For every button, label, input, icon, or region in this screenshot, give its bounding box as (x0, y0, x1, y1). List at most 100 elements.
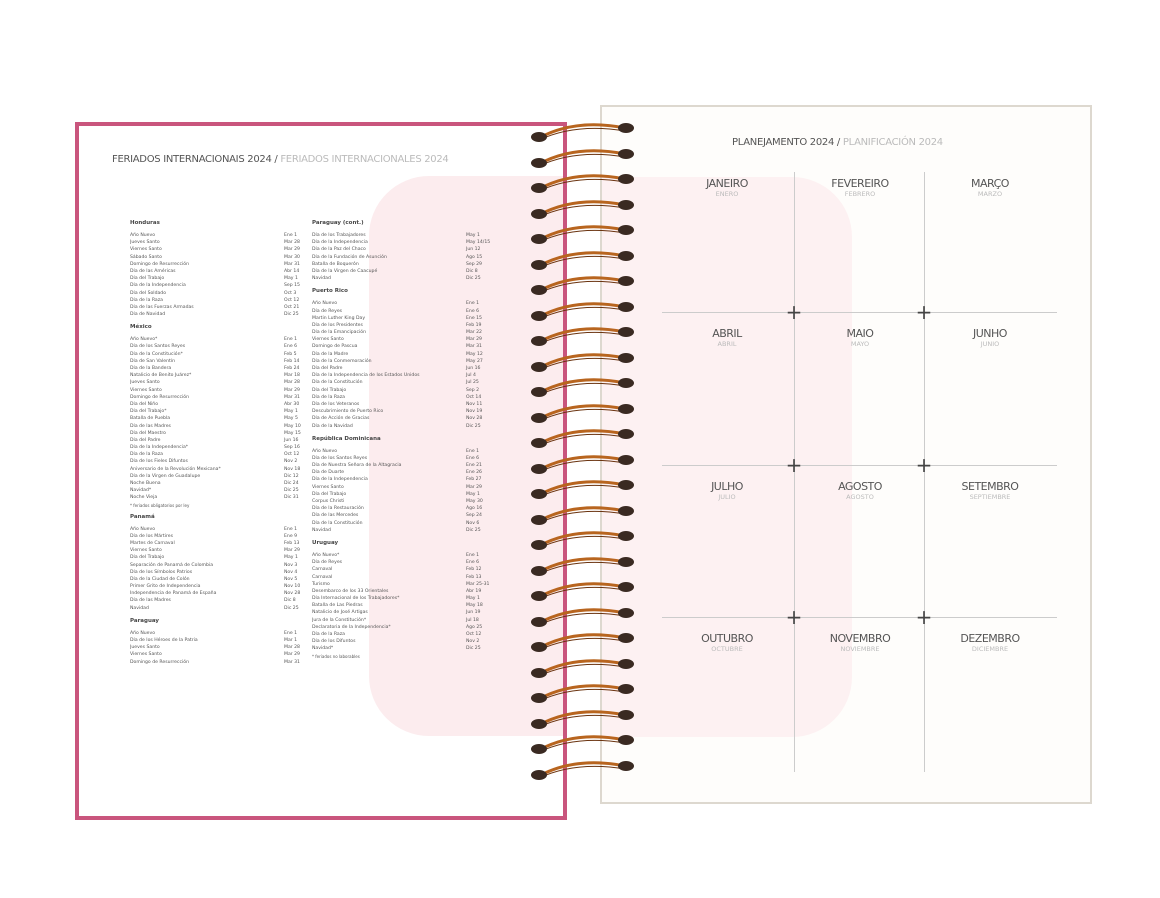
month-block-maio: MAIO MAYO (795, 327, 925, 348)
month-block-abril: ABRIL ABRIL (662, 327, 792, 348)
holiday-row: Viernes Santo Mar 29 (130, 387, 310, 394)
holiday-row: Día de la Fundación de Asunción Ago 15 (312, 254, 492, 261)
holiday-date: Oct 12 (466, 632, 482, 637)
holiday-name: Desembarco de los 33 Orientales (312, 588, 389, 594)
holiday-date: Dic 24 (284, 481, 299, 486)
holiday-row: Jueves Santo Mar 28 (130, 644, 310, 651)
holiday-row: Día de Reyes Ene 6 (312, 559, 492, 566)
month-name: MAIO (846, 327, 874, 340)
holiday-row: Día del Trabajo Sep 2 (312, 387, 492, 394)
holiday-name: Día de la Raza (130, 452, 163, 458)
footnote: * feriados no laborables (312, 653, 360, 659)
holiday-row: Día del Trabajo May 1 (312, 491, 492, 498)
country-heading: Puerto Rico (312, 288, 348, 295)
holiday-name: Día de los Mártires (130, 533, 173, 539)
holiday-name: Declaratoria de la Independencia* (312, 624, 391, 630)
holiday-name: Año Nuevo* (312, 552, 340, 558)
holiday-row: Viernes Santo Mar 29 (312, 336, 492, 343)
holiday-row: Día de la Independencia Sep 15 (130, 282, 310, 289)
holiday-date: Nov 11 (466, 401, 483, 407)
month-block-janeiro: JANEIRO ENERO (662, 177, 792, 198)
holiday-date: Mar 31 (284, 394, 300, 400)
holiday-name: Descubrimiento de Puerto Rico (312, 409, 384, 415)
holiday-row: Turismo Mar 25-31 (312, 581, 492, 588)
month-block-agosto: AGOSTO AGOSTO (795, 480, 925, 501)
holiday-name: Día de la Paz del Chaco (312, 247, 366, 253)
holiday-name: Día de los Trabajadores (312, 233, 366, 238)
holiday-row: Día de la Raza Oct 12 (130, 297, 310, 304)
holiday-row: Año Nuevo Ene 1 (312, 448, 492, 455)
holiday-date: Mar 31 (284, 659, 300, 665)
spiral-ring (531, 301, 634, 321)
holiday-date: Abr 19 (466, 588, 482, 594)
holiday-row: Desembarco de los 33 Orientales Abr 19 (312, 588, 492, 595)
holiday-name: Día de la Ciudad de Colón (130, 576, 190, 582)
holiday-row: Carnaval Feb 13 (312, 574, 492, 581)
holiday-name: Independencia de Panamá de España (130, 591, 217, 597)
holiday-name: Día del Trabajo (130, 555, 165, 561)
holiday-date: Nov 4 (284, 569, 298, 575)
spiral-ring (531, 174, 634, 193)
holiday-name: Día de la Madre (312, 351, 349, 357)
holiday-row: Corpus Christi May 30 (312, 498, 492, 505)
holiday-date: Jun 16 (284, 437, 299, 443)
holiday-row: Día Internacional de los Trabajadores* Ma… (312, 595, 492, 602)
holiday-row: Separación de Panamá de Colombia Nov 3 (130, 562, 310, 569)
holiday-date: Feb 5 (284, 351, 297, 357)
holiday-row: Día del Trabajo May 1 (130, 275, 310, 282)
holiday-row: Día de Reyes Ene 6 (312, 308, 492, 315)
holiday-name: Sábado Santo (130, 254, 162, 260)
holiday-row: Día de la Constitución Jul 25 (312, 379, 492, 386)
month-name: OUTUBRO (701, 632, 753, 645)
holiday-name: Día de la Raza (130, 297, 163, 303)
holiday-name: Batalla de Las Piedras (312, 603, 363, 609)
spiral-ring (531, 378, 634, 397)
holiday-name: Día de las Fuerzas Armadas (130, 304, 194, 310)
holiday-name: Día del Soldado (130, 290, 167, 296)
holiday-row: Día de los Veteranos Nov 11 (312, 401, 492, 408)
holiday-date: May 1 (466, 491, 480, 497)
holiday-row: Día de los Santos Reyes Ene 6 (312, 455, 492, 462)
holiday-row: Día de Duarte Ene 26 (312, 469, 492, 476)
spiral-ring (531, 276, 634, 295)
holiday-date: Mar 18 (284, 373, 300, 379)
holiday-date: Ene 1 (284, 630, 298, 636)
holiday-name: Día del Maestro (130, 430, 166, 436)
holiday-date: May 14/15 (466, 240, 491, 246)
holiday-name: Jueves Santo (130, 380, 160, 386)
grid-divider (662, 617, 1057, 618)
holiday-row: Viernes Santo Mar 29 (312, 484, 492, 491)
holiday-name: Día de los Presidentes (312, 322, 363, 328)
month-block-setembro: SETEMBRO SEPTIEMBRE (925, 480, 1055, 501)
spiral-ring (531, 327, 634, 346)
spiral-ring (531, 709, 634, 729)
holiday-name: Año Nuevo (312, 301, 338, 307)
holiday-name: Día de la Restauración (312, 506, 364, 512)
holiday-date: Oct 12 (284, 297, 300, 303)
holiday-date: Jun 19 (466, 610, 481, 616)
grid-divider (924, 172, 925, 772)
holiday-date: Dic 25 (284, 312, 299, 318)
holidays-title: FERIADOS INTERNACIONAIS 2024 / FERIADOS … (112, 154, 449, 165)
holiday-date: Oct 3 (284, 290, 297, 296)
spiral-ring (531, 684, 634, 703)
holiday-date: Sep 29 (466, 261, 482, 267)
holiday-date: Dic 25 (466, 527, 481, 533)
crosshair-mark: + (785, 300, 803, 324)
spiral-ring (531, 531, 634, 550)
month-name-es: MARZO (977, 190, 1003, 198)
holiday-name: Noche Buena (130, 481, 161, 486)
holiday-name: Natalicio de Benito Juárez* (130, 373, 192, 379)
holiday-date: Ene 1 (284, 526, 298, 532)
holiday-date: Mar 29 (466, 337, 482, 343)
holiday-date: Dic 25 (466, 646, 481, 652)
holiday-name: Viernes Santo (130, 652, 162, 658)
holiday-name: Día de la Raza (312, 632, 345, 637)
holiday-name: Día de Reyes (312, 308, 343, 314)
holiday-date: Feb 13 (284, 540, 300, 546)
holiday-date: Jun 12 (466, 247, 481, 253)
holiday-name: Día de la Navidad (312, 423, 353, 429)
holiday-row: Domingo de Resurrección Mar 31 (130, 261, 310, 268)
spiral-ring (531, 123, 634, 142)
holiday-name: Día Internacional de los Trabajadores* (312, 596, 400, 602)
